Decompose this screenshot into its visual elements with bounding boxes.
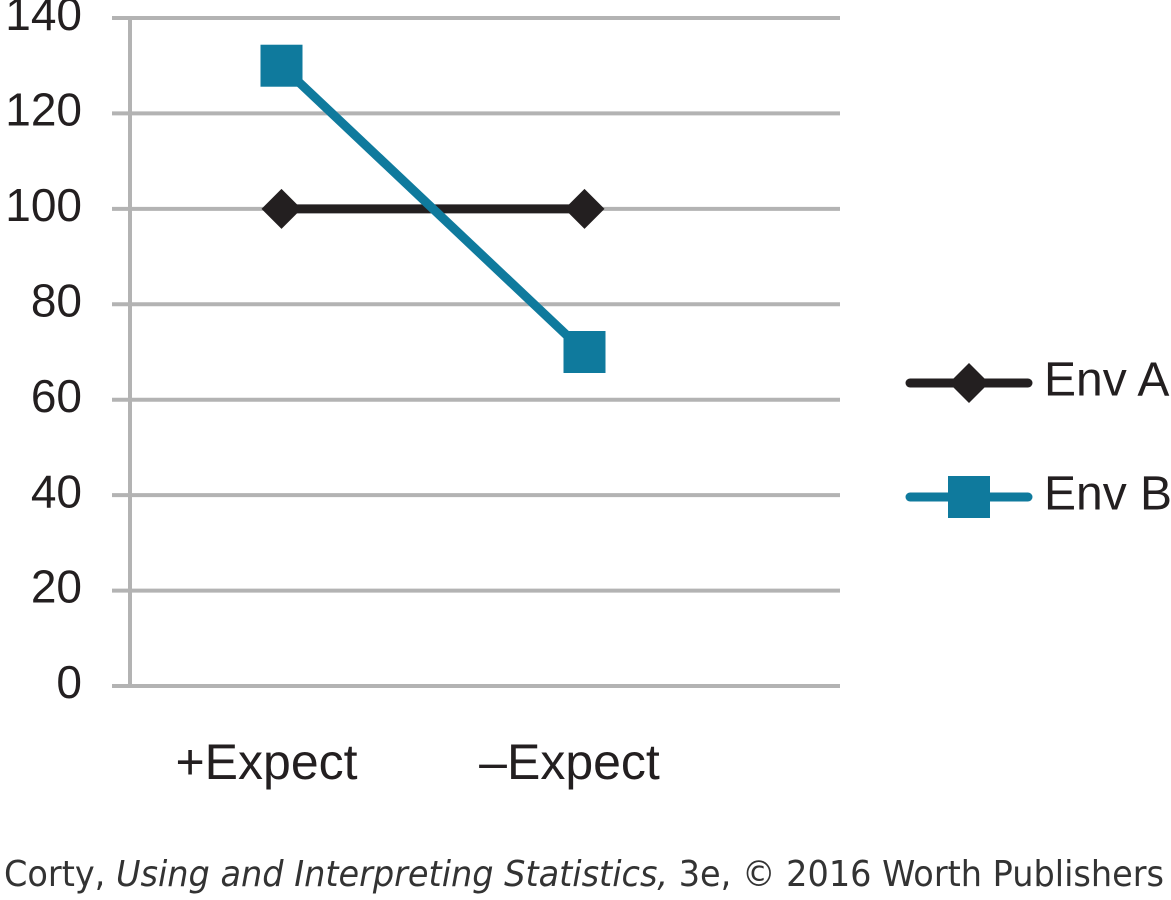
- source-caption: Corty, Using and Interpreting Statistics…: [4, 854, 1164, 895]
- y-tick-label: 0: [56, 656, 82, 708]
- x-tick-label: –Expect: [479, 734, 660, 790]
- legend-label: Env B: [1044, 468, 1171, 521]
- marker: [261, 188, 302, 229]
- y-tick-label: 40: [31, 465, 82, 517]
- x-tick-label: +Expect: [175, 734, 357, 790]
- marker: [260, 44, 303, 87]
- y-tick-label: 120: [5, 84, 82, 136]
- y-tick-label: 60: [31, 370, 82, 422]
- source-author: Corty,: [4, 854, 105, 895]
- y-tick-label: 80: [31, 274, 82, 326]
- series-line: [278, 62, 588, 356]
- legend-label: Env A: [1044, 354, 1169, 407]
- y-tick-label: 140: [5, 0, 82, 40]
- source-rest: 3e, © 2016 Worth Publishers: [679, 854, 1164, 895]
- marker: [563, 331, 606, 373]
- marker: [564, 188, 605, 229]
- source-book: Using and Interpreting Statistics,: [116, 854, 668, 895]
- y-tick-label: 100: [5, 179, 82, 231]
- y-tick-label: 20: [31, 561, 82, 613]
- marker: [949, 363, 989, 403]
- marker: [948, 476, 990, 518]
